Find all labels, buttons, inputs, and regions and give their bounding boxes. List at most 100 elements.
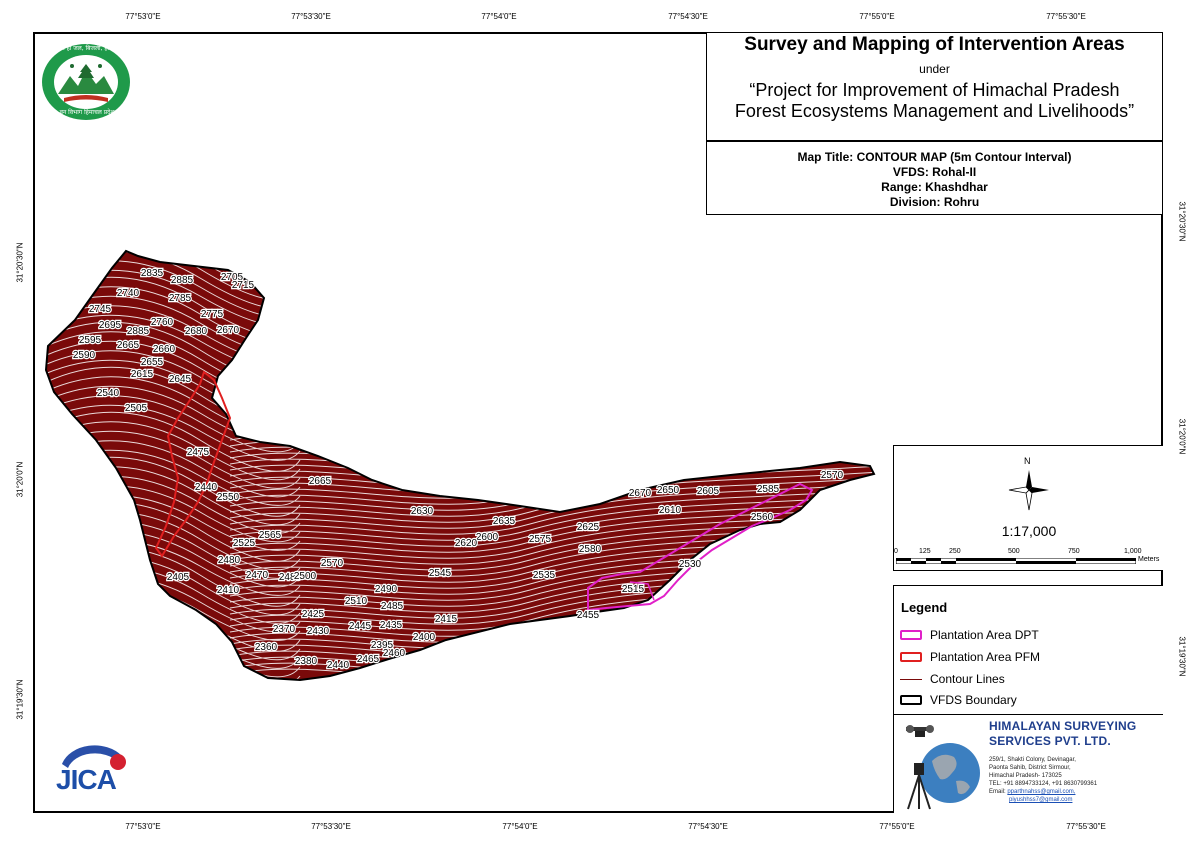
scale-bar [896, 558, 1136, 564]
vfds-boundary [44, 249, 876, 682]
contour-label: 2835 [141, 268, 164, 279]
contour-label: 2585 [757, 484, 780, 495]
coord-bottom-3: 77°54'0"E [502, 822, 538, 831]
contour-label: 2625 [577, 522, 600, 533]
company-address: 259/1, Shakti Colony, Devinagar, Paonta … [989, 756, 1097, 804]
scale-tick-250: 250 [949, 548, 961, 555]
contour-label: 2665 [117, 340, 140, 351]
coord-bottom-2: 77°53'30"E [311, 822, 351, 831]
contour-label: 2370 [273, 624, 296, 635]
legend-item-contour: Contour Lines [900, 672, 1005, 686]
coord-bottom-6: 77°55'30"E [1066, 822, 1106, 831]
company-name-line1: HIMALAYAN SURVEYING [989, 719, 1137, 733]
contour-label: 2695 [99, 320, 122, 331]
contour-label: 2775 [201, 309, 224, 320]
contour-label: 2530 [679, 559, 702, 570]
contour-label: 2460 [383, 648, 406, 659]
project-title-line1: “Project for Improvement of Himachal Pra… [749, 80, 1120, 100]
contour-label: 2785 [169, 293, 192, 304]
contour-label: 2885 [171, 275, 194, 286]
contour-label: 2580 [579, 544, 602, 555]
coord-top-6: 77°55'30"E [1046, 12, 1086, 21]
plantation-dpt-subdivision [629, 581, 655, 601]
contour-label: 2670 [629, 488, 652, 499]
contour-label: 2440 [195, 482, 218, 493]
contour-label: 2410 [217, 585, 240, 596]
north-arrow-icon [1008, 470, 1049, 511]
contour-label: 2485 [381, 601, 404, 612]
company-name-line2: SERVICES PVT. LTD. [989, 734, 1111, 748]
scale-unit: Meters [1138, 556, 1160, 563]
range-name: Range: Khashdhar [881, 180, 988, 194]
legend-label-pfm: Plantation Area PFM [930, 650, 1041, 664]
contour-label: 2565 [259, 530, 282, 541]
address-line2: Paonta Sahib, District Sirmour, [989, 765, 1071, 771]
contour-label: 2570 [821, 470, 844, 481]
email-link-1[interactable]: pparthnahss@gmail.com, [1007, 789, 1076, 795]
contour-label: 2490 [375, 584, 398, 595]
contour-label: 2535 [533, 570, 556, 581]
coord-bottom-5: 77°55'0"E [879, 822, 915, 831]
contour-label: 2445 [349, 621, 372, 632]
scale-tick-750: 750 [1068, 548, 1080, 555]
contour-label: 2540 [97, 388, 120, 399]
legend-label-dpt: Plantation Area DPT [930, 628, 1039, 642]
company-phone: TEL: +91 8894733124, +91 8630799361 [989, 781, 1098, 787]
contour-label: 2715 [232, 280, 255, 291]
contour-label: 2670 [217, 325, 240, 336]
scale-tick-125: 125 [919, 548, 931, 555]
legend-label-contour: Contour Lines [930, 672, 1005, 686]
legend-box: Legend Plantation Area DPT Plantation Ar… [893, 585, 1163, 715]
contour-label: 2705 [221, 272, 244, 283]
contour-label: 2610 [659, 505, 682, 516]
contour-label: 2470 [246, 570, 269, 581]
emblem-motto-top: वन ही जल, बिजली, हरियाली [58, 45, 116, 52]
map-title: Map Title: CONTOUR MAP (5m Contour Inter… [797, 150, 1072, 164]
surveying-logo-icon [906, 725, 980, 810]
email-link-2[interactable]: piyushhss7@gmail.com [1009, 797, 1073, 803]
emblem-motto-bottom: वन विभाग हिमाचल प्रदेश [59, 109, 115, 116]
project-title-line2: Forest Ecosystems Management and Livelih… [734, 101, 1135, 121]
contour-label: 2635 [493, 516, 516, 527]
legend-item-vfds: VFDS Boundary [900, 693, 1017, 707]
coord-top-3: 77°54'0"E [481, 12, 517, 21]
contour-label: 2615 [131, 369, 154, 380]
north-label: N [1024, 456, 1031, 466]
contour-label: 2545 [429, 568, 452, 579]
map-info-box: Map Title: CONTOUR MAP (5m Contour Inter… [706, 141, 1162, 215]
jica-logo-text: JICA [56, 764, 117, 795]
contour-label: 2500 [294, 571, 317, 582]
contour-label: 2405 [167, 572, 190, 583]
contour-label: 2620 [455, 538, 478, 549]
coord-top-2: 77°53'30"E [291, 12, 331, 21]
contour-fill [46, 251, 874, 680]
contour-label: 2560 [751, 512, 774, 523]
hp-forest-emblem-icon [42, 44, 130, 120]
scale-ratio: 1:17,000 [1001, 523, 1057, 539]
coord-bottom-1: 77°53'0"E [125, 822, 161, 831]
legend-title: Legend [901, 600, 948, 615]
contour-label: 2435 [380, 620, 403, 631]
contour-label: 2680 [185, 326, 208, 337]
contour-label: 2655 [141, 357, 164, 368]
coord-top-1: 77°53'0"E [125, 12, 161, 21]
contour-label: 2740 [117, 288, 140, 299]
address-line1: 259/1, Shakti Colony, Devinagar, [989, 757, 1076, 763]
contour-label: 2745 [89, 304, 112, 315]
contour-label: 2400 [413, 632, 436, 643]
scale-tick-0: 0 [894, 548, 898, 555]
contour-label: 2570 [321, 558, 344, 569]
contour-label: 2425 [302, 609, 325, 620]
contour-label: 2505 [125, 403, 148, 414]
contour-label: 2485 [279, 572, 302, 583]
contour-label: 2395 [371, 640, 394, 651]
contour-label: 2595 [79, 335, 102, 346]
contour-label: 2510 [345, 596, 368, 607]
address-line3: Himachal Pradesh- 173025 [989, 773, 1062, 779]
contour-label: 2515 [622, 584, 645, 595]
contour-label: 2475 [187, 447, 210, 458]
contour-label: 2645 [169, 374, 192, 385]
contour-label: 2440 [327, 660, 350, 671]
contour-label: 2650 [657, 485, 680, 496]
